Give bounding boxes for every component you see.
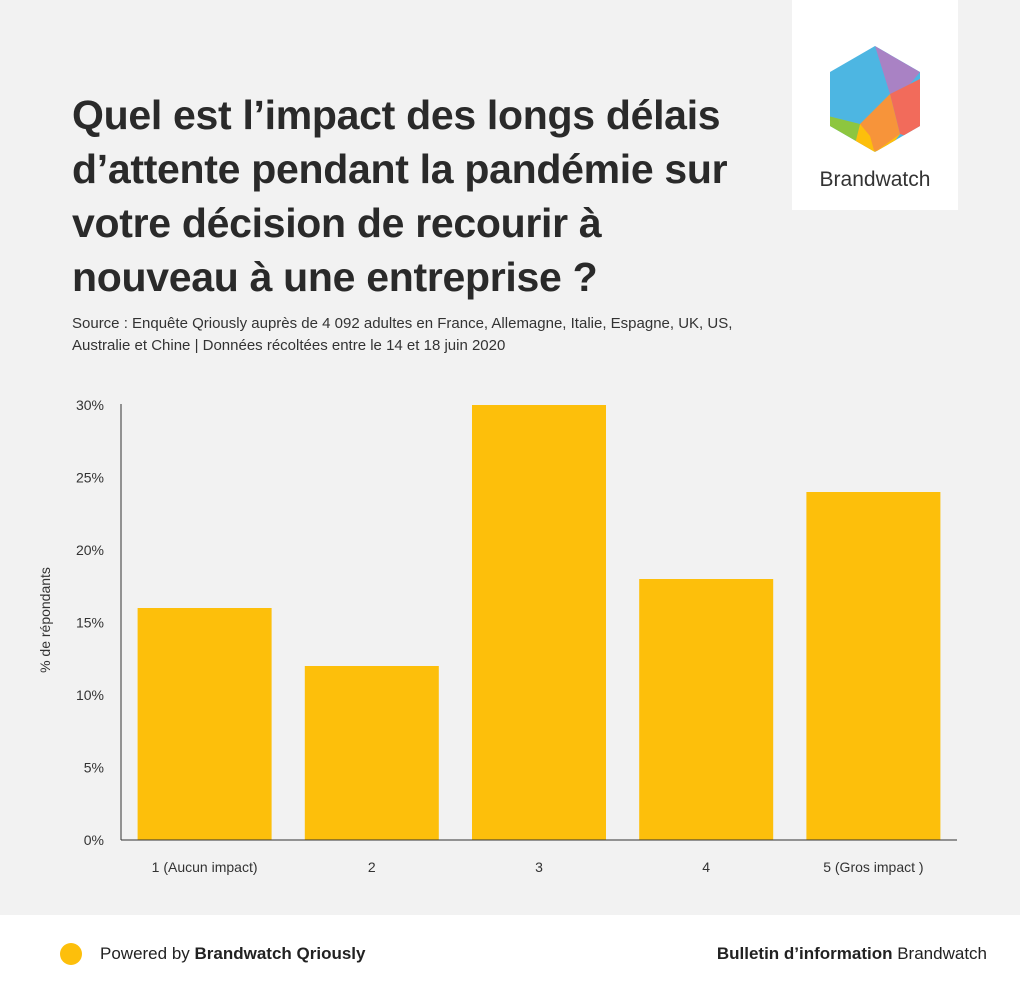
y-tick-label: 5% xyxy=(84,760,104,776)
x-tick-label: 1 (Aucun impact) xyxy=(152,859,258,875)
brand-logo-box: Brandwatch xyxy=(792,0,958,210)
x-tick-label: 3 xyxy=(535,859,543,875)
infographic-panel: Quel est l’impact des longs délais d’att… xyxy=(0,0,1020,915)
y-tick-label: 20% xyxy=(76,542,104,558)
yellow-dot-icon xyxy=(60,943,82,965)
source-note: Source : Enquête Qriously auprès de 4 09… xyxy=(72,315,733,354)
x-tick-label: 4 xyxy=(702,859,710,875)
y-tick-label: 25% xyxy=(76,470,104,486)
bar xyxy=(806,492,941,840)
bar xyxy=(137,608,272,840)
powered-by-text: Powered by Brandwatch Qriously xyxy=(100,944,366,963)
y-tick-label: 15% xyxy=(76,615,104,631)
x-axis-ticks: 1 (Aucun impact) 2 3 4 5 (Gros impact ) xyxy=(152,859,924,875)
x-tick-label: 2 xyxy=(368,859,376,875)
powered-by-brand: Brandwatch Qriously xyxy=(194,944,366,963)
footer: Powered by Brandwatch Qriously Bulletin … xyxy=(0,915,1020,994)
page-title: Quel est l’impact des longs délais d’att… xyxy=(72,92,728,300)
bulletin-bold: Bulletin d’information xyxy=(716,944,893,963)
y-tick-label: 0% xyxy=(84,832,104,848)
bulletin-text: Bulletin d’information Brandwatch xyxy=(716,944,987,963)
brandwatch-hexagon-icon xyxy=(830,46,920,152)
y-axis-ticks: 0% 5% 10% 15% 20% 25% 30% xyxy=(76,397,104,848)
y-axis-label: % de répondants xyxy=(37,567,53,673)
bar xyxy=(304,666,439,840)
brand-name: Brandwatch xyxy=(819,168,931,191)
bars xyxy=(137,405,941,840)
y-tick-label: 30% xyxy=(76,397,104,413)
bar xyxy=(472,405,606,840)
x-tick-label: 5 (Gros impact ) xyxy=(823,859,923,875)
y-tick-label: 10% xyxy=(76,687,104,703)
bar xyxy=(639,579,774,840)
bar-chart: % de répondants 0% 5% 10% 15% 20% 25% 30% 1 (A… xyxy=(37,397,957,875)
